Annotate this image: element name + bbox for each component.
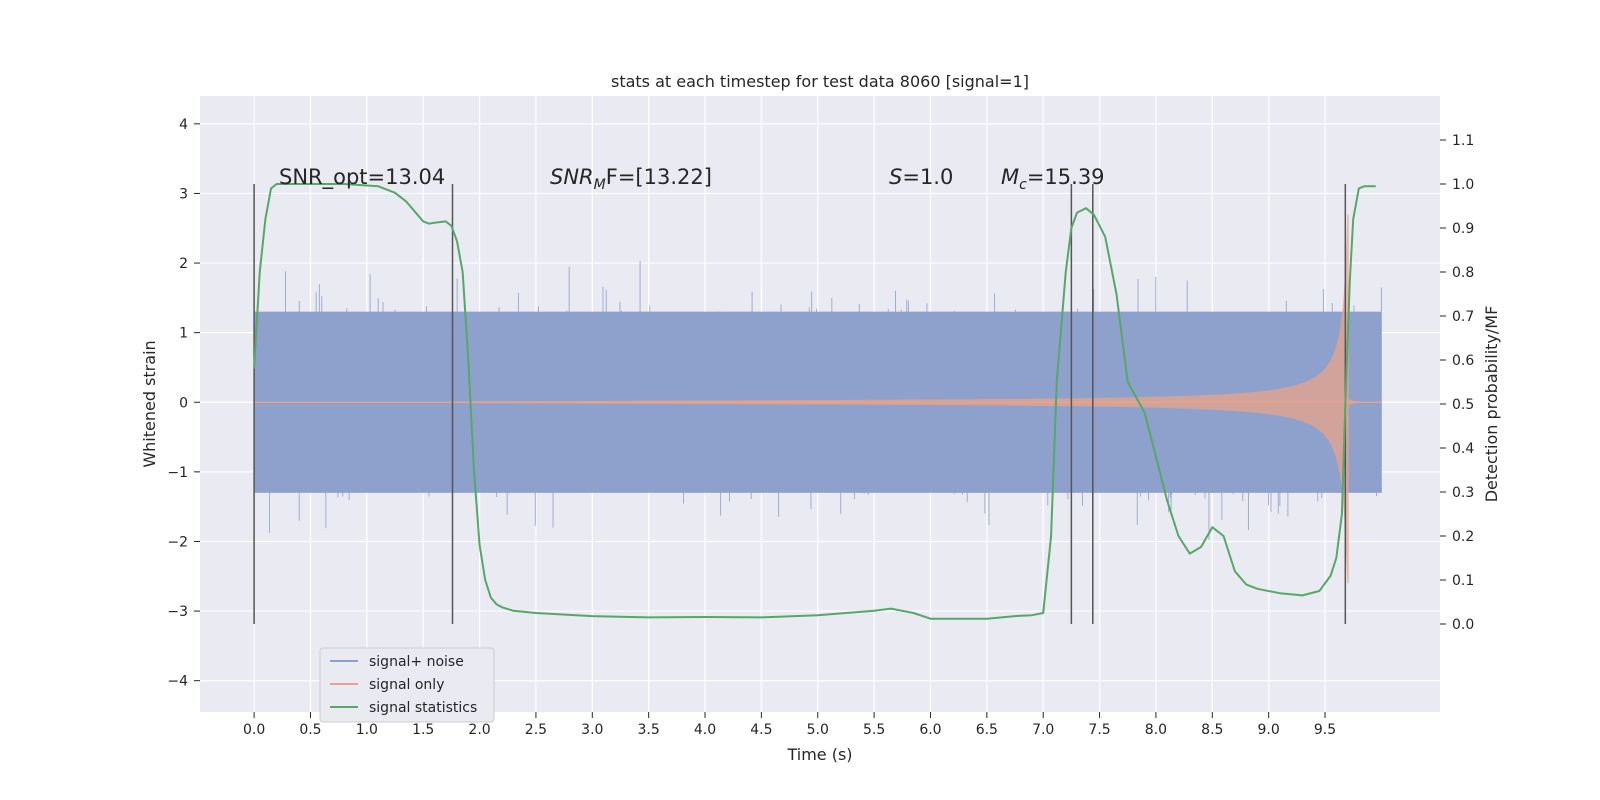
annotation-mc: Mc=15.39 <box>1001 165 1105 193</box>
legend: signal+ noise signal only signal statist… <box>319 647 495 723</box>
x-tick-label-1: 0.5 <box>299 722 321 738</box>
y2-tick-label-11: 0.0 <box>1452 617 1474 633</box>
y2-tick-label-10: 0.1 <box>1452 573 1474 589</box>
x-tick-label-3: 1.5 <box>412 722 434 738</box>
y2-tick-label-9: 0.2 <box>1452 529 1474 545</box>
x-tick-label-10: 5.0 <box>807 722 829 738</box>
signal-only-series <box>254 214 1382 584</box>
y2-tick-label-4: 0.7 <box>1452 309 1474 325</box>
y2-axis-label: Detection probability/MF <box>1482 306 1501 503</box>
annotation-snr-opt: SNR_opt=13.04 <box>279 165 445 190</box>
y2-tick-label-6: 0.5 <box>1452 397 1474 413</box>
y-tick-label-2: 2 <box>179 256 188 272</box>
x-tick-label-9: 4.5 <box>750 722 772 738</box>
x-tick-label-13: 6.5 <box>976 722 998 738</box>
annotation-s: S=1.0 <box>889 165 953 189</box>
y2-tick-label-5: 0.6 <box>1452 353 1474 369</box>
x-tick-label-16: 8.0 <box>1145 722 1167 738</box>
signal-statistics-line <box>253 183 1376 620</box>
y2-tick-label-8: 0.3 <box>1452 485 1474 501</box>
x-tick-label-2: 1.0 <box>356 722 378 738</box>
y-tick-label-3: 1 <box>179 326 188 342</box>
legend-box <box>319 647 495 723</box>
y2-tick-label-1: 1.0 <box>1452 177 1474 193</box>
legend-label-signal-statistics: signal statistics <box>369 700 477 716</box>
signal-only-envelope <box>254 214 1382 584</box>
y2-tick-label-0: 1.1 <box>1452 133 1474 149</box>
x-tick-label-7: 3.5 <box>638 722 660 738</box>
y-tick-label-7: −3 <box>167 604 188 620</box>
x-tick-label-19: 9.5 <box>1314 722 1336 738</box>
x-tick-label-8: 4.0 <box>694 722 716 738</box>
y-tick-label-8: −4 <box>167 674 188 690</box>
x-tick-label-15: 7.5 <box>1088 722 1110 738</box>
event-vlines <box>253 184 1347 624</box>
x-axis-ticks: 0.0 0.5 1.0 1.5 2.0 2.5 3.0 3.5 4.0 4.5 5.0 5.5 6.0 6… <box>243 712 1336 738</box>
x-tick-label-0: 0.0 <box>243 722 265 738</box>
x-tick-label-4: 2.0 <box>468 722 490 738</box>
x-tick-label-17: 8.5 <box>1201 722 1223 738</box>
x-tick-label-18: 9.0 <box>1258 722 1280 738</box>
y2-axis-ticks: 1.1 1.0 0.9 0.8 0.7 0.6 0.5 0.4 0.3 0.2 0.1 0.0 <box>1440 133 1474 633</box>
annotation-snr-mf: SNRMF=[13.22] <box>550 165 712 193</box>
x-tick-label-14: 7.0 <box>1032 722 1054 738</box>
x-tick-label-5: 2.5 <box>525 722 547 738</box>
x-tick-label-6: 3.0 <box>581 722 603 738</box>
signal-statistics-series <box>253 183 1376 620</box>
y2-tick-label-7: 0.4 <box>1452 441 1474 457</box>
chart-title: stats at each timestep for test data 806… <box>611 72 1029 91</box>
y2-tick-label-3: 0.8 <box>1452 265 1474 281</box>
y2-tick-label-2: 0.9 <box>1452 221 1474 237</box>
y-tick-label-6: −2 <box>167 534 188 550</box>
y-tick-label-1: 3 <box>179 186 188 202</box>
y-axis-ticks: 4 3 2 1 0 −1 −2 −3 −4 <box>167 117 200 690</box>
x-tick-label-12: 6.0 <box>919 722 941 738</box>
y-tick-label-0: 4 <box>179 117 188 133</box>
y-tick-label-5: −1 <box>167 465 188 481</box>
legend-label-signal-noise: signal+ noise <box>369 654 464 670</box>
y-tick-label-4: 0 <box>179 395 188 411</box>
y-axis-label: Whitened strain <box>140 340 159 467</box>
legend-label-signal-only: signal only <box>369 677 444 693</box>
x-axis-label: Time (s) <box>786 745 852 764</box>
x-tick-label-11: 5.5 <box>863 722 885 738</box>
